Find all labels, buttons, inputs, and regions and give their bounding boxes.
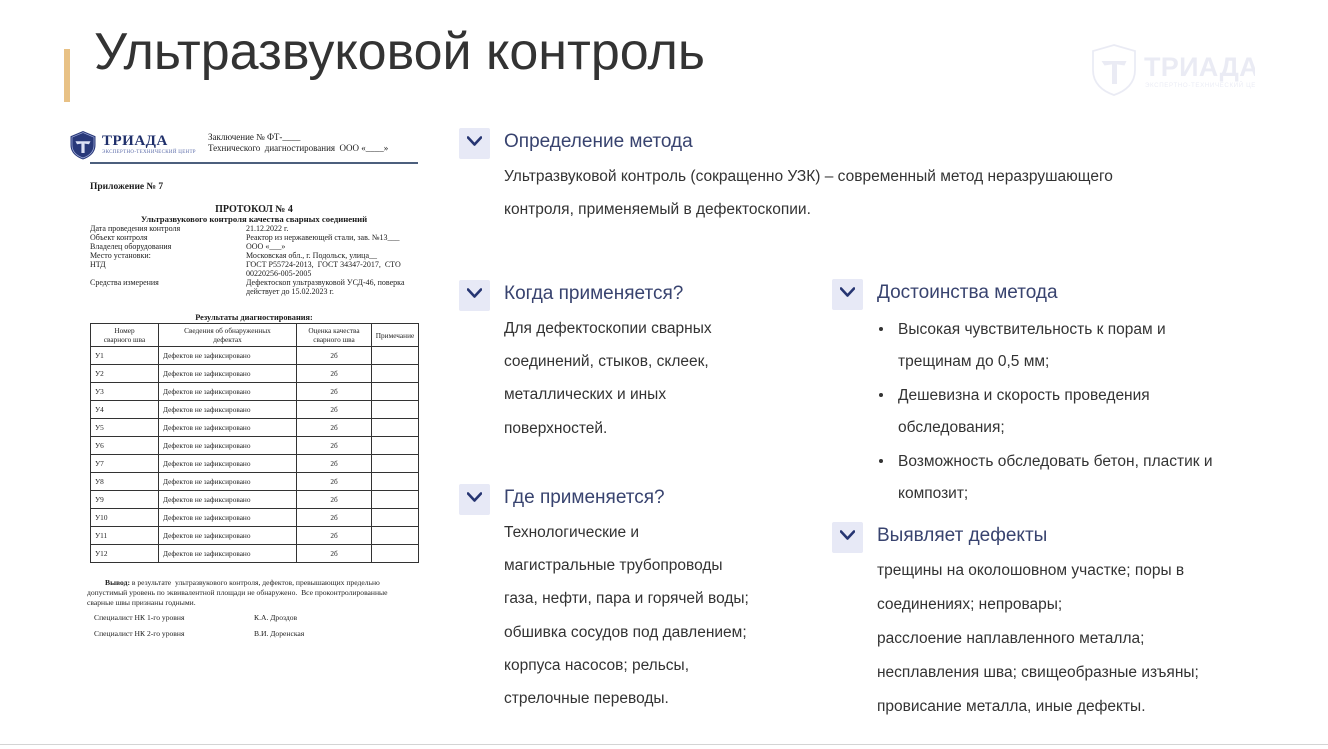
svg-text:ТРИАДА: ТРИАДА (1144, 52, 1255, 82)
svg-text:ЭКСПЕРТНО-ТЕХНИЧЕСКИЙ ЦЕНТР: ЭКСПЕРТНО-ТЕХНИЧЕСКИЙ ЦЕНТР (1145, 81, 1255, 89)
